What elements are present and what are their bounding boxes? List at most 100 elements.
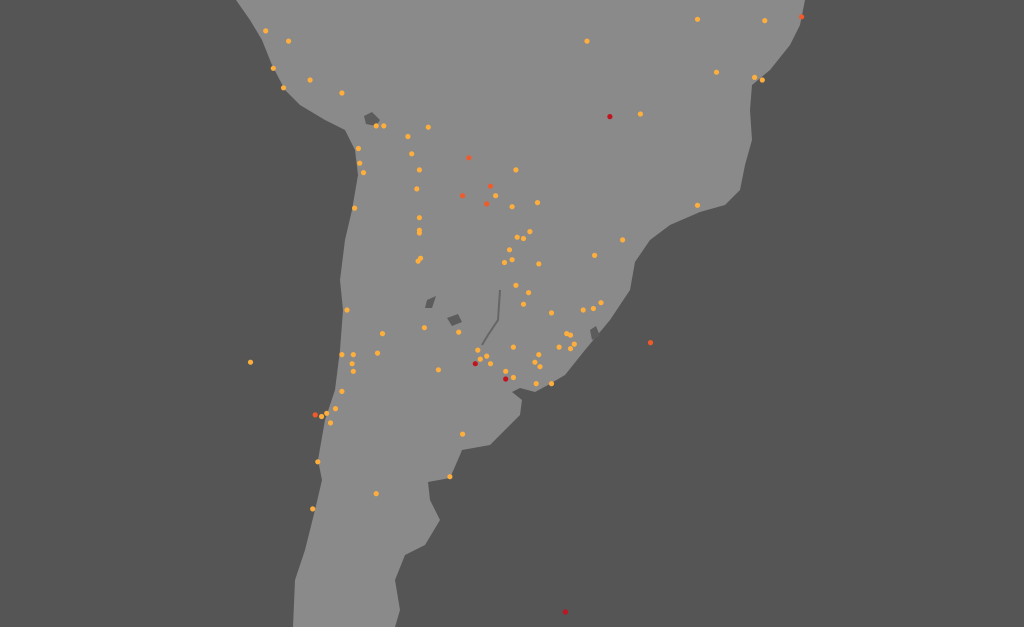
map-marker-orange[interactable] — [263, 28, 269, 34]
map-marker-orange[interactable] — [713, 69, 720, 75]
map-marker-orange[interactable] — [374, 350, 381, 356]
map-marker-orange[interactable] — [270, 65, 276, 71]
map-marker-orange[interactable] — [350, 352, 356, 358]
map-marker-orange[interactable] — [580, 307, 586, 313]
map-marker-orange[interactable] — [415, 258, 421, 264]
map-marker-orange[interactable] — [571, 341, 577, 347]
map-marker-orange[interactable] — [373, 123, 379, 129]
map-marker-orange[interactable] — [520, 301, 527, 307]
map-marker-orange[interactable] — [514, 234, 520, 240]
map-marker-orange[interactable] — [332, 406, 339, 412]
map-marker-orange[interactable] — [381, 123, 387, 129]
map-marker-orange[interactable] — [339, 388, 345, 394]
map-marker-orange[interactable] — [533, 381, 539, 387]
map-marker-orange[interactable] — [506, 247, 513, 253]
map-marker-orange[interactable] — [416, 167, 422, 173]
map-marker-orange[interactable] — [536, 261, 542, 267]
map-marker-orange[interactable] — [373, 491, 379, 497]
river-parana — [481, 289, 501, 346]
map-marker-orange[interactable] — [352, 205, 358, 211]
map-marker-orange[interactable] — [339, 352, 345, 358]
map-marker-orange[interactable] — [503, 368, 509, 374]
map-marker-orange[interactable] — [493, 193, 499, 199]
map-marker-orange[interactable] — [484, 353, 490, 359]
map-marker-orange[interactable] — [425, 124, 431, 130]
map-marker-orange[interactable] — [310, 506, 316, 512]
map-marker-orange[interactable] — [435, 367, 441, 373]
map-marker-darkred[interactable] — [503, 376, 509, 382]
map-marker-orange[interactable] — [344, 307, 350, 313]
map-marker-orange[interactable] — [456, 329, 462, 335]
map-marker-red[interactable] — [487, 183, 494, 189]
map-marker-red[interactable] — [460, 193, 466, 199]
map-marker-orange[interactable] — [460, 431, 466, 437]
map-marker-orange[interactable] — [319, 413, 325, 420]
map-marker-orange[interactable] — [762, 18, 768, 24]
map-marker-orange[interactable] — [598, 300, 604, 306]
map-marker-orange[interactable] — [556, 344, 562, 350]
map-marker-orange[interactable] — [421, 325, 427, 331]
map-marker-orange[interactable] — [280, 85, 287, 91]
map-marker-orange[interactable] — [357, 160, 363, 166]
map-marker-orange[interactable] — [510, 344, 516, 350]
map-marker-orange[interactable] — [355, 145, 361, 152]
map-marker-orange[interactable] — [339, 90, 345, 96]
map-marker-darkred[interactable] — [562, 609, 569, 615]
map-marker-orange[interactable] — [590, 305, 597, 312]
map-marker-red[interactable] — [312, 412, 318, 418]
map-marker-orange[interactable] — [620, 237, 626, 243]
map-marker-orange[interactable] — [447, 474, 453, 480]
map-marker-orange[interactable] — [752, 74, 758, 80]
map-marker-orange[interactable] — [501, 259, 508, 266]
map-marker-orange[interactable] — [694, 16, 701, 22]
map-marker-orange[interactable] — [477, 356, 483, 362]
map-marker-orange[interactable] — [536, 352, 542, 358]
map-marker-orange[interactable] — [487, 361, 494, 367]
map-marker-darkred[interactable] — [607, 114, 613, 120]
map-marker-orange[interactable] — [509, 204, 515, 210]
map-marker-orange[interactable] — [567, 332, 574, 338]
map-marker-orange[interactable] — [315, 459, 321, 465]
map-marker-orange[interactable] — [759, 77, 765, 83]
map-marker-orange[interactable] — [567, 346, 574, 352]
map-marker-orange[interactable] — [416, 230, 422, 236]
map-marker-orange[interactable] — [247, 359, 254, 365]
map-marker-orange[interactable] — [379, 331, 386, 337]
map-marker-orange[interactable] — [350, 368, 356, 374]
map-marker-red[interactable] — [484, 201, 490, 207]
map-marker-orange[interactable] — [526, 290, 532, 296]
map-marker-orange[interactable] — [286, 38, 292, 44]
map-marker-orange[interactable] — [475, 347, 481, 353]
lake — [447, 314, 462, 326]
map-marker-orange[interactable] — [509, 257, 515, 263]
map-marker-orange[interactable] — [416, 215, 422, 221]
map-marker-orange[interactable] — [405, 133, 411, 140]
map-marker-orange[interactable] — [520, 235, 527, 242]
map-marker-orange[interactable] — [527, 229, 533, 235]
map-marker-orange[interactable] — [307, 77, 313, 83]
map-marker-orange[interactable] — [409, 151, 415, 157]
map-marker-orange[interactable] — [534, 200, 541, 206]
map-marker-orange[interactable] — [592, 252, 598, 258]
map-marker-orange[interactable] — [532, 359, 538, 365]
map-marker-orange[interactable] — [584, 38, 590, 44]
map-marker-orange[interactable] — [548, 381, 555, 387]
point-markers — [247, 14, 805, 615]
map-marker-orange[interactable] — [324, 410, 330, 416]
map-marker-darkred[interactable] — [472, 361, 478, 367]
map-marker-orange[interactable] — [694, 202, 701, 208]
map-marker-orange[interactable] — [637, 111, 644, 117]
map-marker-orange[interactable] — [513, 167, 519, 173]
map-marker-red[interactable] — [799, 14, 805, 20]
map-marker-orange[interactable] — [349, 361, 355, 367]
map-marker-orange[interactable] — [510, 374, 516, 381]
map-marker-orange[interactable] — [548, 310, 555, 316]
map-marker-orange[interactable] — [414, 186, 420, 192]
map-marker-red[interactable] — [647, 340, 654, 346]
map-marker-orange[interactable] — [537, 364, 543, 370]
map-marker-orange[interactable] — [513, 282, 519, 288]
map-marker-orange[interactable] — [360, 170, 367, 176]
map-marker-orange[interactable] — [327, 420, 334, 426]
map-marker-red[interactable] — [466, 155, 472, 161]
